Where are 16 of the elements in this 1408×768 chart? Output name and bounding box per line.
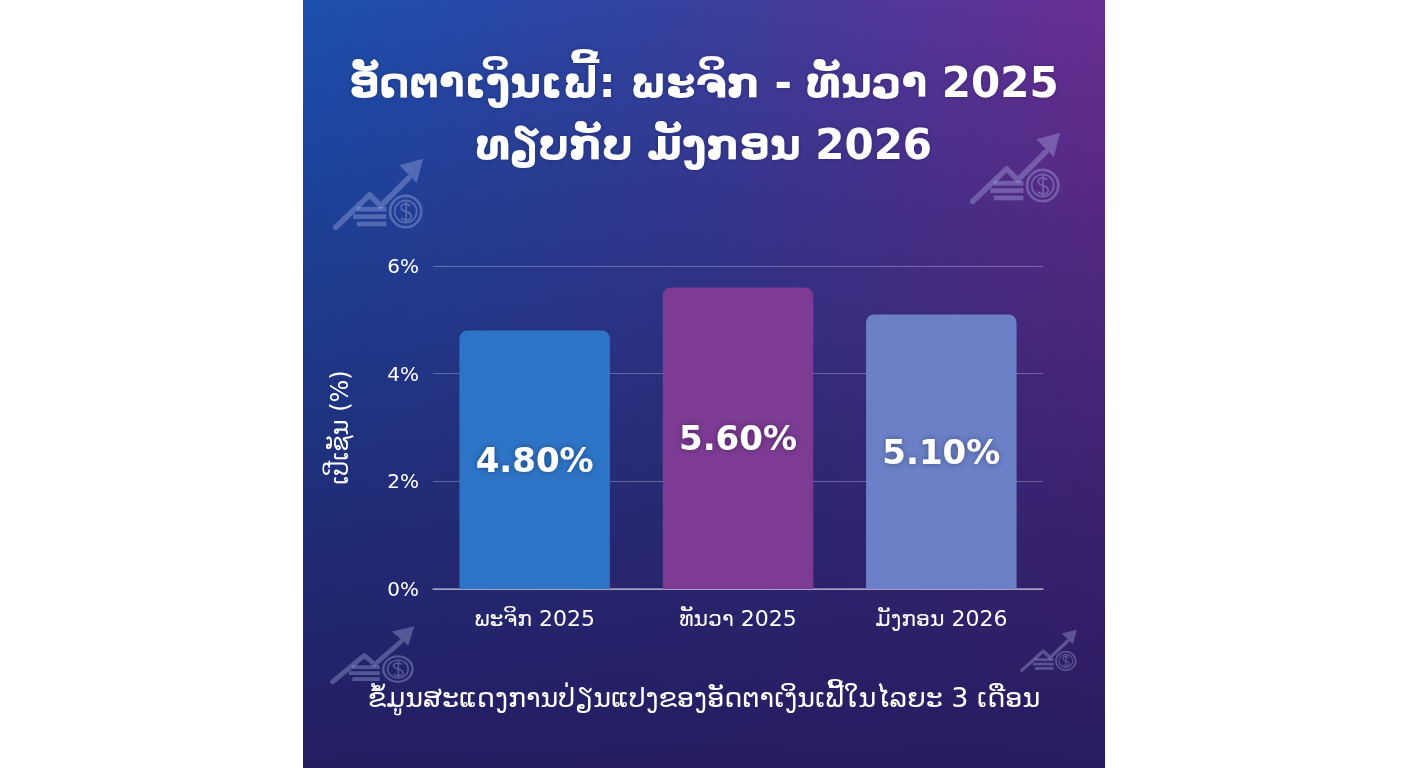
y-tick-label: 0% [387, 577, 419, 601]
y-axis-title: ເປີເຊັນ (%) [322, 370, 354, 485]
data-label: 5.60% [679, 418, 797, 459]
data-label: 4.80% [475, 439, 594, 480]
y-tick-label: 2% [387, 469, 419, 494]
bar [866, 314, 1017, 589]
bar [662, 287, 814, 589]
chart-title: ອັດຕາເງິນເຟີ້: ພະຈິກ - ທັນວາ 2025 ທຽບກັບ ມັງກອນ 2026 [349, 49, 1059, 170]
data-label: 5.10% [882, 431, 1001, 472]
x-tick-label: ພະຈິກ 2025 [474, 604, 595, 631]
text: ຂໍ້ມູນສະແດງການປ່ຽນແປງຂອງອັດຕາເງິນເຟີ້ໃນໄລຍະ 3 ເດືອນ [367, 678, 1041, 716]
bar [459, 330, 610, 589]
x-tick-label: ທັນວາ 2025 [679, 605, 797, 631]
y-tick-label: 6% [387, 254, 419, 278]
y-tick-label: 4% [387, 361, 419, 386]
x-tick-label: ມັງກອນ 2026 [875, 605, 1008, 631]
